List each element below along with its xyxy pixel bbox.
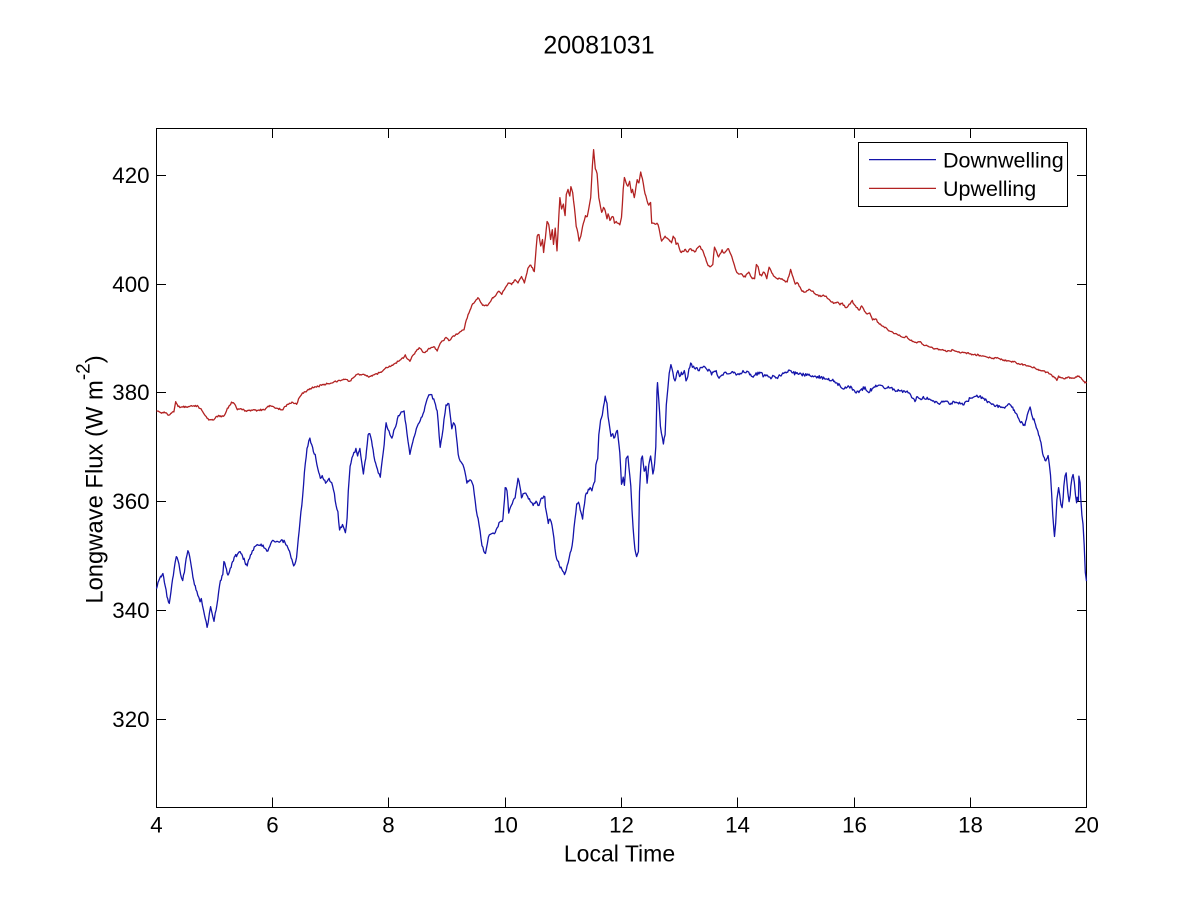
svg-text:320: 320 xyxy=(112,707,149,732)
svg-text:8: 8 xyxy=(382,812,394,837)
svg-text:380: 380 xyxy=(112,380,149,405)
svg-text:Local Time: Local Time xyxy=(564,840,675,866)
svg-text:10: 10 xyxy=(493,812,518,837)
svg-text:6: 6 xyxy=(266,812,278,837)
svg-text:14: 14 xyxy=(725,812,750,837)
svg-text:16: 16 xyxy=(842,812,867,837)
svg-text:12: 12 xyxy=(609,812,634,837)
svg-text:420: 420 xyxy=(112,163,149,188)
svg-text:Downwelling: Downwelling xyxy=(943,148,1064,172)
svg-text:400: 400 xyxy=(112,272,149,297)
svg-text:18: 18 xyxy=(958,812,983,837)
svg-text:20: 20 xyxy=(1074,812,1099,837)
svg-text:20081031: 20081031 xyxy=(543,32,654,60)
svg-text:Upwelling: Upwelling xyxy=(943,177,1036,201)
svg-text:360: 360 xyxy=(112,489,149,514)
svg-text:4: 4 xyxy=(150,812,162,837)
svg-text:340: 340 xyxy=(112,598,149,623)
